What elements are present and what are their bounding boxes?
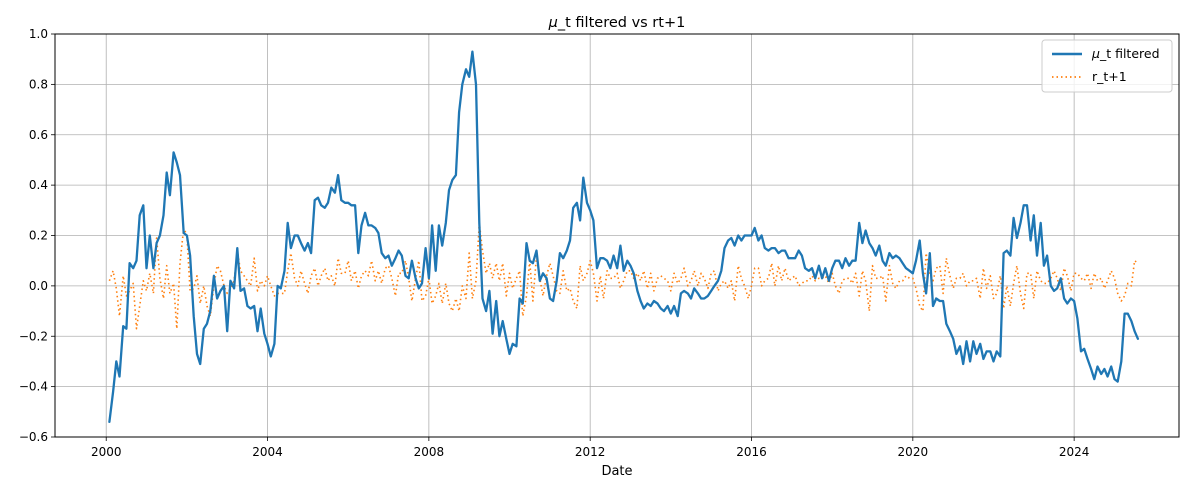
legend-label-mu: μ_t filtered [1091,46,1160,61]
x-tick-label: 2016 [736,445,767,459]
series-line-r-t-plus-1 [108,222,1139,330]
x-tick-label: 2008 [414,445,445,459]
series-line-mu-filtered [108,50,1140,424]
x-tick-label: 2000 [91,445,122,459]
y-tick-label: 0.8 [29,77,48,91]
y-tick-label: 0.0 [29,279,48,293]
y-tick-label: −0.2 [19,329,48,343]
y-axis-ticks: −0.6 −0.4 −0.2 0.0 0.2 0.4 0.6 0.8 1.0 [19,27,55,444]
y-tick-label: 0.2 [29,229,48,243]
y-tick-label: 1.0 [29,27,48,41]
x-tick-label: 2004 [252,445,283,459]
chart-title-symbol: μ [548,15,558,31]
y-tick-label: −0.6 [19,430,48,444]
x-tick-label: 2020 [898,445,929,459]
legend-label-mu-symbol: μ [1091,46,1100,61]
x-tick-label: 2012 [575,445,606,459]
series-lines [108,50,1140,424]
y-tick-label: 0.6 [29,128,48,142]
legend: μ_t filtered r_t+1 [1041,39,1173,93]
legend-label-r: r_t+1 [1092,69,1127,84]
x-axis-label: Date [601,464,632,479]
chart-title-text: _t filtered vs rt+1 [557,15,685,31]
x-axis-ticks: 2000 2004 2008 2012 2016 2020 2024 [91,437,1089,459]
y-tick-label: −0.4 [19,380,48,394]
y-tick-label: 0.4 [29,178,48,192]
legend-label-mu-text: _t filtered [1099,46,1160,61]
x-tick-label: 2024 [1059,445,1090,459]
chart-title: μ_t filtered vs rt+1 [548,15,686,31]
